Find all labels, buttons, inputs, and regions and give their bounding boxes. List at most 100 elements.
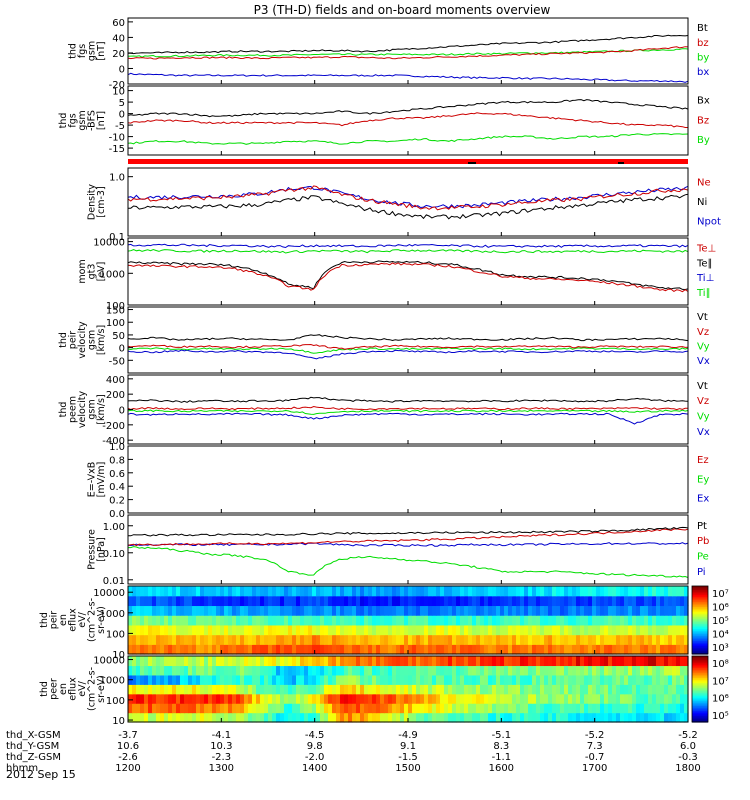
spectrogram-cell: [604, 665, 609, 676]
spectrogram-cell: [516, 712, 521, 723]
spectrogram-cell: [196, 703, 201, 714]
spectrogram-cell: [672, 665, 677, 676]
spectrogram-cell: [428, 656, 433, 667]
spectrogram-cell: [484, 674, 489, 685]
spectrogram-cell: [600, 703, 605, 714]
spectrogram-cell: [164, 644, 169, 655]
spectrogram-cell: [140, 665, 145, 676]
spectrogram-cell: [360, 712, 365, 723]
spectrogram-cell: [524, 693, 529, 704]
spectrogram-cell: [260, 586, 265, 597]
spectrogram-cell: [212, 615, 217, 626]
spectrogram-cell: [628, 605, 633, 616]
spectrogram-cell: [312, 674, 317, 685]
spectrogram-cell: [476, 586, 481, 597]
spectrogram-cell: [584, 656, 589, 667]
spectrogram-cell: [428, 703, 433, 714]
spectrogram-cell: [316, 684, 321, 695]
spectrogram-cell: [276, 712, 281, 723]
spectrogram-cell: [484, 595, 489, 607]
spectrogram-cell: [304, 634, 309, 645]
spectrogram-cell: [492, 656, 497, 667]
spectrogram-cell: [400, 665, 405, 676]
spectrogram-cell: [332, 693, 337, 704]
spectrogram-cell: [376, 644, 381, 655]
spectrogram-cell: [528, 656, 533, 667]
spectrogram-cell: [356, 644, 361, 655]
spectrogram-cell: [444, 656, 449, 667]
colorbar-segment: [692, 614, 708, 618]
spectrogram-cell: [476, 684, 481, 695]
spectrogram-cell: [596, 674, 601, 685]
spectrogram-cell: [372, 656, 377, 667]
ephemeris-value: -4.1: [212, 730, 232, 741]
spectrogram-cell: [452, 644, 457, 655]
y-tick-label: 60: [112, 18, 125, 29]
spectrogram-cell: [488, 656, 493, 667]
spectrogram-cell: [236, 615, 241, 626]
spectrogram-cell: [528, 634, 533, 645]
spectrogram-cell: [652, 656, 657, 667]
spectrogram-cell: [408, 634, 413, 645]
figure-title: P3 (TH-D) fields and on-board moments ov…: [254, 3, 551, 17]
panel-frame: [127, 85, 689, 156]
spectrogram-cell: [412, 615, 417, 626]
spectrogram-cell: [464, 615, 469, 626]
spectrogram-cell: [212, 703, 217, 714]
spectrogram-cell: [672, 693, 677, 704]
spectrogram-cell: [676, 586, 681, 597]
separator-bar: [128, 159, 688, 164]
spectrogram-cell: [168, 665, 173, 676]
spectrogram-cell: [320, 684, 325, 695]
spectrogram-cell: [456, 634, 461, 645]
spectrogram-cell: [324, 656, 329, 667]
spectrogram-cell: [608, 595, 613, 607]
spectrogram-cell: [420, 595, 425, 607]
spectrogram-cell: [140, 703, 145, 714]
spectrogram-cell: [216, 712, 221, 723]
spectrogram-cell: [492, 703, 497, 714]
spectrogram-cell: [672, 684, 677, 695]
spectrogram-cell: [168, 634, 173, 645]
spectrogram-cell: [604, 693, 609, 704]
spectrogram-cell: [664, 693, 669, 704]
ephemeris-value: 1700: [582, 763, 607, 774]
spectrogram-cell: [496, 684, 501, 695]
spectrogram-cell: [420, 605, 425, 616]
spectrogram-cell: [560, 615, 565, 626]
spectrogram-cell: [640, 665, 645, 676]
colorbar-segment: [692, 613, 708, 616]
spectrogram-cell: [668, 712, 673, 723]
spectrogram-cell: [648, 703, 653, 714]
spectrogram-cell: [132, 605, 137, 616]
spectrogram-cell: [592, 586, 597, 597]
spectrogram-cell: [460, 665, 465, 676]
spectrogram-cell: [436, 703, 441, 714]
spectrogram-cell: [328, 684, 333, 695]
spectrogram-cell: [556, 712, 561, 723]
spectrogram-cell: [336, 703, 341, 714]
spectrogram-cell: [284, 615, 289, 626]
spectrogram-cell: [416, 674, 421, 685]
y-axis-label: thdpeemvelocitygsm[km/s]: [58, 391, 107, 429]
spectrogram-cell: [668, 586, 673, 597]
spectrogram-cell: [140, 644, 145, 655]
spectrogram-cell: [512, 703, 517, 714]
spectrogram-cell: [484, 586, 489, 597]
spectrogram-cell: [568, 586, 573, 597]
spectrogram-cell: [192, 634, 197, 645]
spectrogram-cell: [284, 712, 289, 723]
spectrogram-cell: [616, 615, 621, 626]
spectrogram-cell: [456, 693, 461, 704]
spectrogram-cell: [172, 624, 177, 636]
spectrogram-cell: [656, 665, 661, 676]
spectrogram-cell: [264, 586, 269, 597]
spectrogram-cell: [644, 586, 649, 597]
spectrogram-cell: [532, 684, 537, 695]
spectrogram-cell: [188, 684, 193, 695]
spectrogram-cell: [648, 634, 653, 645]
spectrogram-cell: [508, 634, 513, 645]
spectrogram-cell: [188, 615, 193, 626]
spectrogram-cell: [440, 703, 445, 714]
spectrogram-cell: [404, 586, 409, 597]
